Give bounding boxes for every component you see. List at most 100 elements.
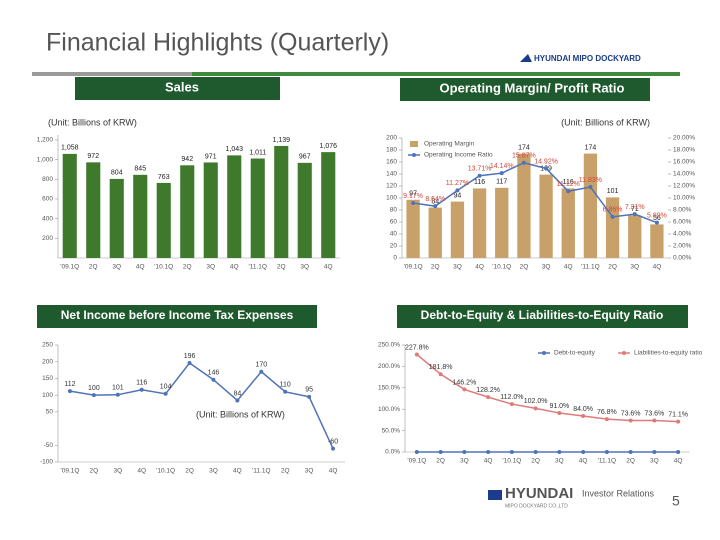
y-tick-label: 100.0% — [378, 406, 400, 413]
y-tick-label: 200 — [42, 358, 53, 365]
point — [581, 450, 586, 454]
x-tick-label: 4Q — [674, 458, 683, 465]
y2-tick-label: 10.00% — [673, 195, 695, 202]
value-label: 110 — [280, 382, 291, 389]
value-label: 11.12% — [557, 181, 580, 188]
y-tick-label: 200 — [42, 235, 53, 242]
point — [499, 171, 504, 176]
value-label: 972 — [87, 153, 99, 160]
x-tick-label: 3Q — [112, 264, 121, 271]
x-tick-label: 2Q — [185, 468, 194, 475]
point — [91, 393, 96, 398]
y-tick-label: 120 — [386, 183, 397, 190]
y-tick-label: 250 — [42, 342, 53, 349]
x-tick-label: '09.1Q — [407, 458, 426, 465]
y-tick-label: 50.0% — [382, 427, 401, 434]
value-label: -60 — [328, 438, 338, 445]
x-tick-label: 2Q — [626, 458, 635, 465]
y-tick-label: 100 — [42, 392, 53, 399]
value-label: 112 — [64, 381, 75, 388]
x-tick-label: 4Q — [564, 264, 573, 271]
value-label: 181.8% — [429, 364, 453, 371]
point — [557, 450, 562, 454]
x-tick-label: 2Q — [531, 458, 540, 465]
value-label: 9.17% — [403, 193, 423, 200]
section-title: Debt-to-Equity & Liabilities-to-Equity R… — [421, 308, 664, 322]
value-label: 146.2% — [453, 379, 477, 386]
x-tick-label: '09.1Q — [60, 468, 79, 475]
x-tick-label: '09.1Q — [404, 264, 423, 271]
x-tick-label: 3Q — [630, 264, 639, 271]
point — [486, 395, 491, 400]
y2-tick-label: 8.00% — [673, 207, 692, 214]
point — [211, 377, 216, 382]
value-label: 56 — [653, 215, 661, 222]
page-number: 5 — [672, 493, 680, 509]
value-label: 84 — [233, 390, 241, 397]
value-label: 1,011 — [249, 149, 266, 156]
point — [462, 387, 467, 392]
legend-swatch — [542, 351, 546, 355]
x-tick-label: 3Q — [113, 468, 122, 475]
y-tick-label: 600 — [42, 196, 53, 203]
value-label: 112.0% — [500, 394, 523, 401]
point — [414, 352, 419, 357]
value-label: 804 — [111, 170, 123, 177]
value-label: 14.92% — [534, 158, 558, 165]
section-header — [75, 77, 280, 100]
x-tick-label: 3Q — [542, 264, 551, 271]
y-tick-label: 0.0% — [385, 449, 400, 456]
y-tick-label: 150 — [42, 375, 53, 382]
y-tick-label: 160 — [386, 159, 397, 166]
point — [544, 166, 549, 171]
y-tick-label: 140 — [386, 171, 397, 178]
bar — [561, 188, 575, 258]
value-label: 174 — [518, 144, 530, 151]
line — [412, 161, 658, 224]
bar — [517, 153, 531, 258]
x-tick-label: '11.1Q — [598, 458, 616, 465]
point — [438, 450, 443, 454]
y-tick-label: 80 — [390, 207, 398, 214]
y-tick-label: 800 — [42, 176, 53, 183]
point — [533, 406, 538, 411]
value-label: 104 — [160, 384, 172, 391]
legend-label: Operating Income Ratio — [424, 152, 493, 159]
point — [509, 402, 514, 407]
x-tick-label: 4Q — [329, 468, 338, 475]
x-tick-label: 4Q — [579, 458, 588, 465]
value-label: 71.1% — [668, 411, 688, 418]
legend-label: Operating Margin — [424, 141, 475, 148]
value-label: 84.0% — [573, 406, 593, 413]
legend-label: Debt-to-equity — [554, 350, 596, 357]
bar — [321, 152, 336, 258]
y-tick-label: 200.0% — [378, 363, 400, 370]
y-tick-label: 40 — [390, 231, 398, 238]
bar — [86, 162, 101, 258]
value-label: 1,139 — [272, 137, 290, 144]
bar — [583, 153, 598, 258]
point — [462, 450, 467, 454]
footer-company: MIPO DOCKYARD CO.,LTD — [505, 503, 568, 509]
section-header — [397, 305, 688, 328]
x-tick-label: 2Q — [608, 264, 617, 271]
point — [566, 189, 571, 194]
bar — [227, 155, 242, 258]
section-title: Operating Margin/ Profit Ratio — [440, 80, 625, 95]
point — [652, 450, 657, 454]
value-label: 1,076 — [319, 143, 337, 150]
unit-note: (Unit: Billions of KRW) — [196, 409, 285, 419]
y-tick-label: 0 — [393, 255, 397, 262]
y2-tick-label: 6.00% — [673, 219, 692, 226]
value-label: 116 — [136, 380, 147, 387]
x-tick-label: 2Q — [89, 264, 98, 271]
point — [438, 372, 443, 377]
bar — [406, 199, 420, 258]
x-tick-label: 2Q — [277, 264, 286, 271]
point — [654, 220, 659, 225]
unit-note: (Unit: Billions of KRW) — [48, 117, 137, 127]
value-label: 76.8% — [597, 409, 617, 416]
x-tick-label: 2Q — [90, 468, 99, 475]
point — [414, 450, 419, 454]
y-tick-label: 400 — [42, 215, 53, 222]
